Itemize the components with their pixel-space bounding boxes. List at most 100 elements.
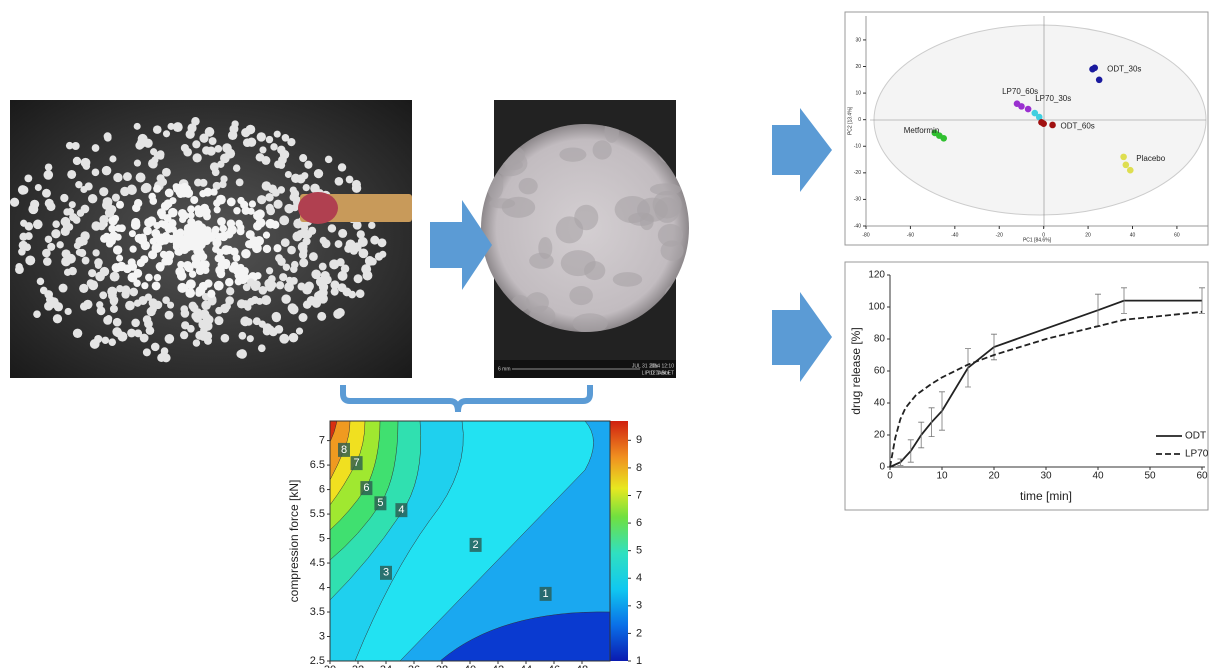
pellet	[229, 265, 237, 273]
x-tick-label: 42	[492, 664, 504, 668]
pellet	[296, 328, 303, 335]
pellet	[37, 278, 44, 285]
pellet	[207, 290, 215, 298]
pellet	[170, 226, 177, 233]
blob	[613, 272, 642, 287]
x-tick-label: 40	[464, 664, 476, 668]
pellet	[319, 263, 327, 271]
x-tick-label: 48	[576, 664, 588, 668]
x-tick-label: 40	[1130, 232, 1136, 238]
pellet	[219, 225, 227, 233]
pellet	[257, 195, 266, 204]
pellet	[287, 246, 296, 255]
pellet	[25, 232, 33, 240]
pellet	[156, 233, 166, 243]
pellet	[103, 233, 111, 241]
colorbar-label: 9	[636, 434, 642, 446]
blob	[519, 178, 538, 195]
pellet	[175, 267, 185, 277]
pellet	[134, 160, 141, 167]
colorbar-label: 2	[636, 627, 642, 639]
pellet	[69, 201, 76, 208]
pellet	[112, 194, 120, 202]
pellet	[102, 337, 109, 344]
pellet	[115, 234, 122, 241]
pellet	[163, 130, 170, 137]
point	[1096, 76, 1103, 83]
x-axis-label: time [min]	[1020, 489, 1072, 503]
pellet	[265, 193, 273, 201]
pellet	[153, 185, 161, 193]
pellet	[338, 163, 346, 171]
pellet	[131, 319, 140, 328]
pellet	[225, 149, 235, 159]
x-tick-label: 30	[324, 664, 336, 668]
pellet	[149, 197, 157, 205]
pellet	[97, 222, 106, 231]
pellet	[92, 169, 100, 177]
pellet	[272, 312, 281, 321]
pellet	[205, 127, 215, 137]
y-tick-label: -10	[854, 144, 861, 150]
pellet	[247, 137, 256, 146]
pellet	[277, 146, 285, 154]
pellet	[261, 295, 271, 305]
pellet	[203, 313, 212, 322]
series-label: LP70_30s	[1035, 94, 1071, 103]
pellet	[138, 135, 147, 144]
pellet	[80, 231, 89, 240]
level-label: 4	[398, 504, 404, 516]
pellet	[259, 320, 266, 327]
point	[1049, 122, 1056, 129]
pellet	[279, 215, 289, 225]
blob	[561, 250, 596, 276]
blob	[538, 237, 552, 259]
pellet	[33, 310, 41, 318]
pellet	[88, 280, 98, 290]
pellet	[184, 263, 193, 272]
level-label: 6	[363, 482, 369, 494]
pellet	[226, 287, 234, 295]
pellet	[25, 222, 33, 230]
x-tick-label: 44	[520, 664, 532, 668]
pellet	[354, 274, 363, 283]
blob	[572, 313, 607, 333]
y-tick-label: 6	[319, 483, 325, 495]
blob	[658, 224, 683, 247]
scale-text: 6 mm	[498, 366, 511, 372]
pellet	[157, 174, 165, 182]
y-tick-label: 80	[874, 334, 886, 345]
pellet	[30, 200, 39, 209]
series-label: ODT_30s	[1107, 64, 1141, 73]
pellet	[214, 281, 224, 291]
pellet	[40, 287, 48, 295]
pellet	[304, 230, 312, 238]
pellet	[274, 131, 281, 138]
x-tick-label: 30	[1040, 471, 1052, 482]
pellet	[101, 268, 109, 276]
pellet	[263, 327, 272, 336]
pellet	[299, 251, 307, 259]
pellet	[191, 117, 200, 126]
pellet	[66, 142, 73, 149]
pellet	[112, 215, 119, 222]
pellet	[241, 249, 251, 259]
pellet	[309, 252, 318, 261]
pellet	[357, 230, 365, 238]
pellet	[217, 249, 224, 256]
y-tick-label: 4	[319, 581, 325, 593]
y-tick-label: 3	[319, 630, 325, 642]
pellet	[266, 267, 273, 274]
pellet	[129, 246, 136, 253]
x-tick-label: 50	[1144, 471, 1156, 482]
pellet	[24, 174, 32, 182]
pellet	[143, 315, 151, 323]
pellet	[285, 171, 292, 178]
pellet	[99, 291, 107, 299]
pellet	[47, 202, 56, 211]
pellet	[121, 290, 129, 298]
pellet	[375, 252, 383, 260]
level-label: 2	[473, 539, 479, 551]
pellet	[214, 206, 221, 213]
pellet	[60, 194, 68, 202]
